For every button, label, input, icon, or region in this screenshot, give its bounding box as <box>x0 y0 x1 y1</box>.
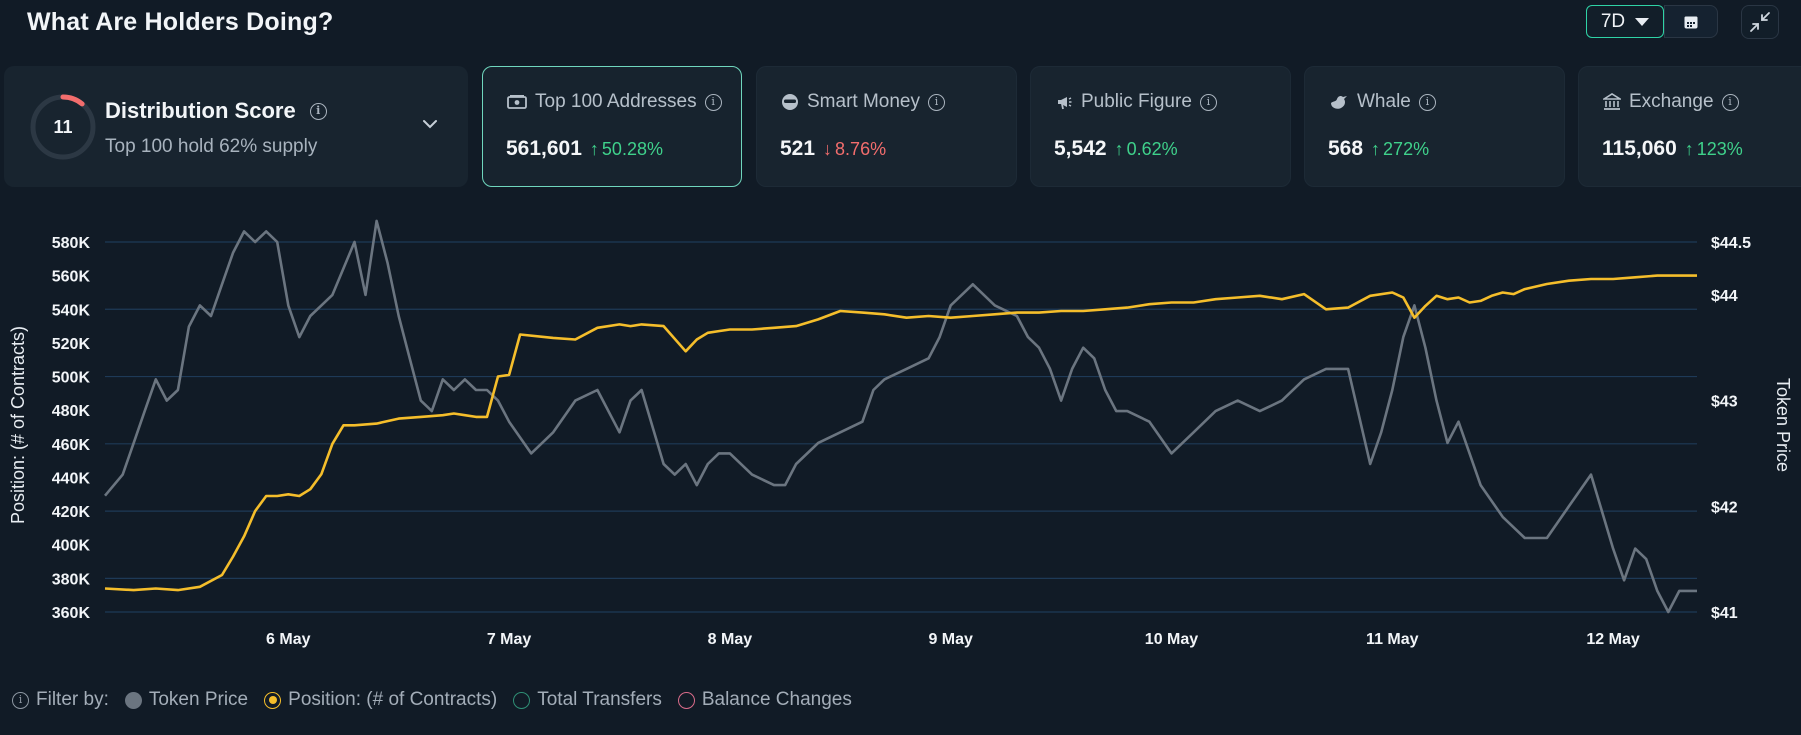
megaphone-icon <box>1058 97 1072 110</box>
legend-item-token-price[interactable]: Token Price <box>124 689 248 711</box>
card-whale[interactable]: Whale i 568 ↑ 272% <box>1304 66 1565 187</box>
card-label: Whale <box>1357 91 1411 112</box>
arrow-down-icon: ↓ <box>823 138 833 159</box>
card-value: 561,601 <box>506 137 582 160</box>
legend-item-total-transfers[interactable]: Total Transfers <box>513 689 662 711</box>
arrow-up-icon: ↑ <box>1114 138 1124 159</box>
x-tick-label: 9 May <box>928 631 973 648</box>
y2-tick-label: $44.5 <box>1711 235 1751 252</box>
info-icon: i <box>12 691 29 709</box>
info-icon[interactable]: i <box>1199 93 1217 111</box>
legend-dot <box>677 691 695 709</box>
chart-svg: 580K 560K 540K 520K 500K 480K 460K 440K 420K 400K… <box>8 219 1793 648</box>
x-tick-label: 12 May <box>1586 631 1639 648</box>
legend-dot <box>264 691 282 709</box>
card-value: 568 <box>1328 137 1364 160</box>
info-icon[interactable]: i <box>704 93 722 111</box>
bank-icon <box>1603 93 1621 110</box>
page-title: What Are Holders Doing? <box>27 8 334 36</box>
info-icon[interactable]: i <box>1418 93 1436 111</box>
sunglasses-icon <box>782 94 798 110</box>
card-label: Public Figure <box>1081 91 1192 112</box>
y-tick-label: 580K <box>52 235 91 252</box>
y-tick-label: 440K <box>52 470 91 487</box>
y-tick-label: 480K <box>52 403 91 420</box>
legend-dot <box>513 691 531 709</box>
info-icon[interactable]: i <box>927 93 945 111</box>
y2-axis-title: Token Price <box>1773 378 1793 472</box>
calendar-button[interactable] <box>1664 5 1718 38</box>
card-label: Exchange <box>1629 91 1714 112</box>
x-tick-label: 7 May <box>487 631 532 648</box>
calendar-icon <box>1684 16 1698 28</box>
card-label: Smart Money <box>807 91 920 112</box>
y2-tick-label: $44 <box>1711 288 1738 305</box>
caret-down-icon <box>1635 17 1650 26</box>
y-tick-label: 520K <box>52 336 91 353</box>
y-tick-label: 400K <box>52 538 91 555</box>
arrow-up-icon: ↑ <box>1371 138 1381 159</box>
change-badge: ↑ 123% <box>1684 138 1743 159</box>
card-label: Top 100 Addresses <box>535 91 697 112</box>
info-icon[interactable]: i <box>309 102 327 120</box>
card-public-figure[interactable]: Public Figure i 5,542 ↑ 0.62% <box>1030 66 1291 187</box>
y2-tick-label: $41 <box>1711 605 1738 622</box>
x-tick-label: 10 May <box>1145 631 1198 648</box>
distribution-score-card[interactable]: 11 Distribution Score i Top 100 hold 62%… <box>4 66 468 187</box>
whale-icon <box>1331 95 1347 109</box>
holders-chart[interactable]: 580K 560K 540K 520K 500K 480K 460K 440K 420K 400K… <box>0 190 1801 650</box>
y-axis-title: Position: (# of Contracts) <box>8 326 28 524</box>
range-select[interactable]: 7D <box>1586 5 1664 38</box>
legend-dot <box>124 691 142 709</box>
x-tick-label: 11 May <box>1366 631 1419 648</box>
series-line-position <box>104 274 1697 592</box>
collapse-icon <box>1750 12 1770 32</box>
distribution-score-subtitle: Top 100 hold 62% supply <box>105 136 318 157</box>
chevron-down-icon[interactable] <box>422 118 438 130</box>
collapse-button[interactable] <box>1741 5 1779 39</box>
change-badge: ↑ 50.28% <box>589 138 663 159</box>
card-value: 5,542 <box>1054 137 1107 160</box>
money-icon <box>507 95 527 109</box>
card-value: 115,060 <box>1602 137 1677 160</box>
card-exchange[interactable]: Exchange i 115,060 ↑ 123% <box>1578 66 1801 187</box>
range-label: 7D <box>1600 10 1626 32</box>
change-badge: ↑ 0.62% <box>1114 138 1178 159</box>
y-tick-label: 500K <box>52 370 91 387</box>
legend-item-balance-changes[interactable]: Balance Changes <box>677 689 852 711</box>
arrow-up-icon: ↑ <box>1684 138 1694 159</box>
y-tick-label: 460K <box>52 437 91 454</box>
card-value: 521 <box>780 137 816 160</box>
y-tick-label: 420K <box>52 504 91 521</box>
card-top-100-addresses[interactable]: Top 100 Addresses i 561,601 ↑ 50.28% <box>482 66 742 187</box>
y-tick-label: 360K <box>52 605 91 622</box>
chart-legend: i Filter by: Token Price Position: (# of… <box>12 689 852 711</box>
x-tick-label: 6 May <box>266 631 311 648</box>
score-gauge <box>30 94 96 160</box>
change-badge: ↓ 8.76% <box>823 138 887 159</box>
y-tick-label: 380K <box>52 571 91 588</box>
legend-item-position[interactable]: Position: (# of Contracts) <box>264 689 497 711</box>
filter-label: Filter by: <box>36 689 109 710</box>
series-line-token-price <box>104 219 1697 614</box>
y2-tick-label: $43 <box>1711 394 1738 411</box>
y-tick-label: 540K <box>52 302 91 319</box>
y2-tick-label: $42 <box>1711 499 1738 516</box>
arrow-up-icon: ↑ <box>589 138 599 159</box>
y-tick-label: 560K <box>52 269 91 286</box>
card-smart-money[interactable]: Smart Money i 521 ↓ 8.76% <box>756 66 1017 187</box>
distribution-score-title: Distribution Score <box>105 98 296 123</box>
x-tick-label: 8 May <box>708 631 753 648</box>
change-badge: ↑ 272% <box>1371 138 1430 159</box>
info-icon[interactable]: i <box>1721 93 1739 111</box>
distribution-score-value: 11 <box>53 117 73 137</box>
